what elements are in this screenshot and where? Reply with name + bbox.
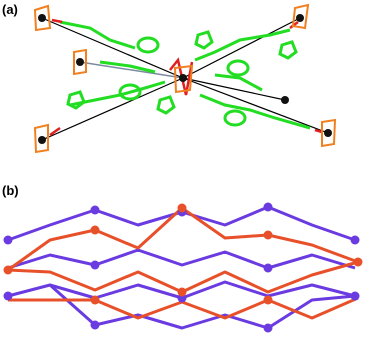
panel-label: (b) — [2, 183, 19, 198]
panel-b-network — [3, 202, 363, 333]
panel-a-structure — [33, 3, 337, 154]
panel-label: (a) — [2, 2, 18, 17]
